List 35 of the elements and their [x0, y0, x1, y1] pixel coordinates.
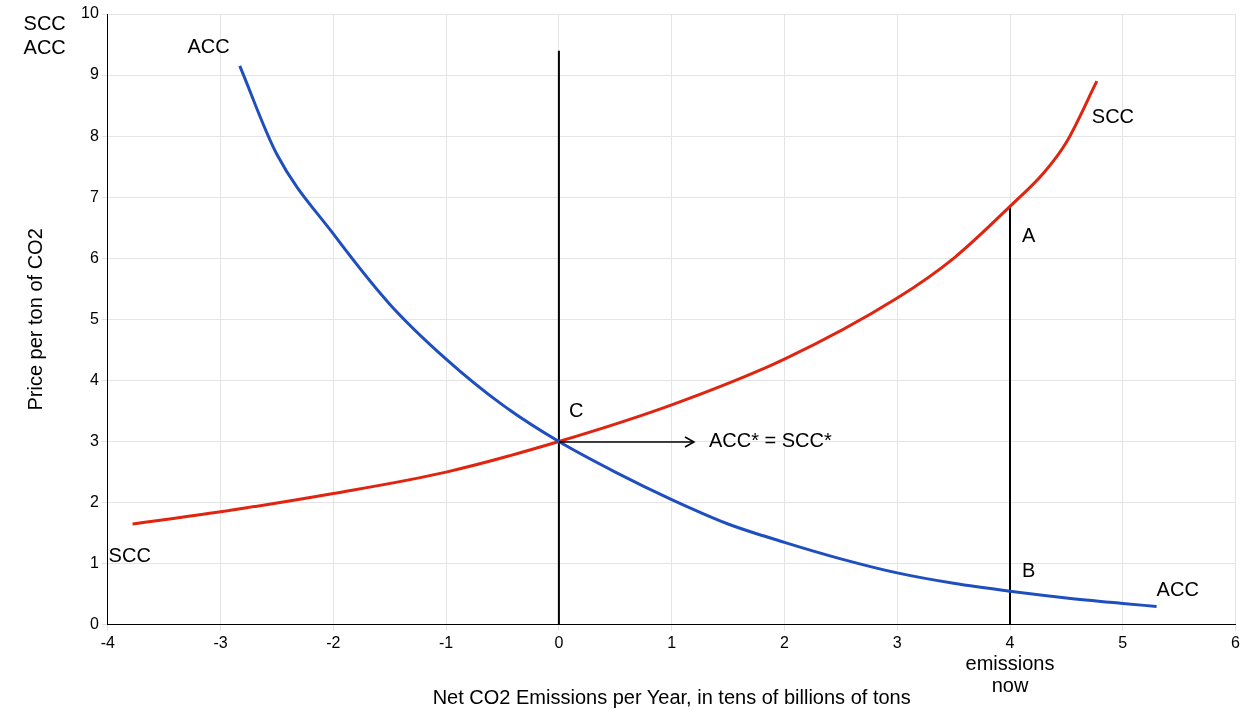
series-label: ACC — [1156, 577, 1199, 600]
x-tick-label: 2 — [780, 633, 789, 651]
text: SCC — [108, 543, 151, 566]
y-tick-label: 5 — [89, 309, 99, 327]
y-tick-label: 0 — [89, 615, 99, 633]
annotation: B — [1022, 558, 1036, 581]
text: emissions now — [965, 652, 1055, 697]
x-tick-label: 1 — [667, 633, 677, 651]
y-tick-label: 7 — [89, 187, 99, 205]
text: ACC — [23, 35, 66, 58]
x-tick-label: 4 — [1005, 633, 1015, 651]
x-tick-label: -3 — [213, 633, 228, 651]
text: SCC — [23, 11, 66, 34]
x-axis-title: Net CO2 Emissions per Year, in tens of billions of tons — [432, 685, 911, 708]
annotation: A — [1022, 223, 1036, 246]
text: ACC — [187, 35, 230, 58]
x-tick-label: -4 — [100, 633, 116, 651]
y-tick-label: 9 — [89, 65, 99, 83]
x-tick-label: 0 — [554, 633, 564, 651]
x-tick-label: -2 — [326, 633, 341, 651]
y-tick-label: 1 — [89, 554, 99, 572]
x-tick-label: 5 — [1118, 633, 1128, 651]
x-tick-label: 6 — [1231, 633, 1241, 651]
series-label: SCC — [1091, 104, 1135, 127]
y-tick-label: 10 — [81, 4, 99, 22]
y-axis-title: Price per ton of CO2 — [23, 228, 46, 411]
y-tick-label: 6 — [89, 248, 99, 266]
x-tick-label: 3 — [892, 633, 902, 651]
y-tick-label: 3 — [89, 431, 99, 449]
annotation: C — [568, 399, 584, 422]
annotation: ACC* = SCC* — [708, 429, 832, 452]
y-tick-label: 2 — [89, 493, 99, 511]
y-tick-label: 8 — [89, 126, 99, 144]
x-tick-label: -1 — [439, 633, 454, 651]
y-tick-label: 4 — [89, 370, 99, 388]
